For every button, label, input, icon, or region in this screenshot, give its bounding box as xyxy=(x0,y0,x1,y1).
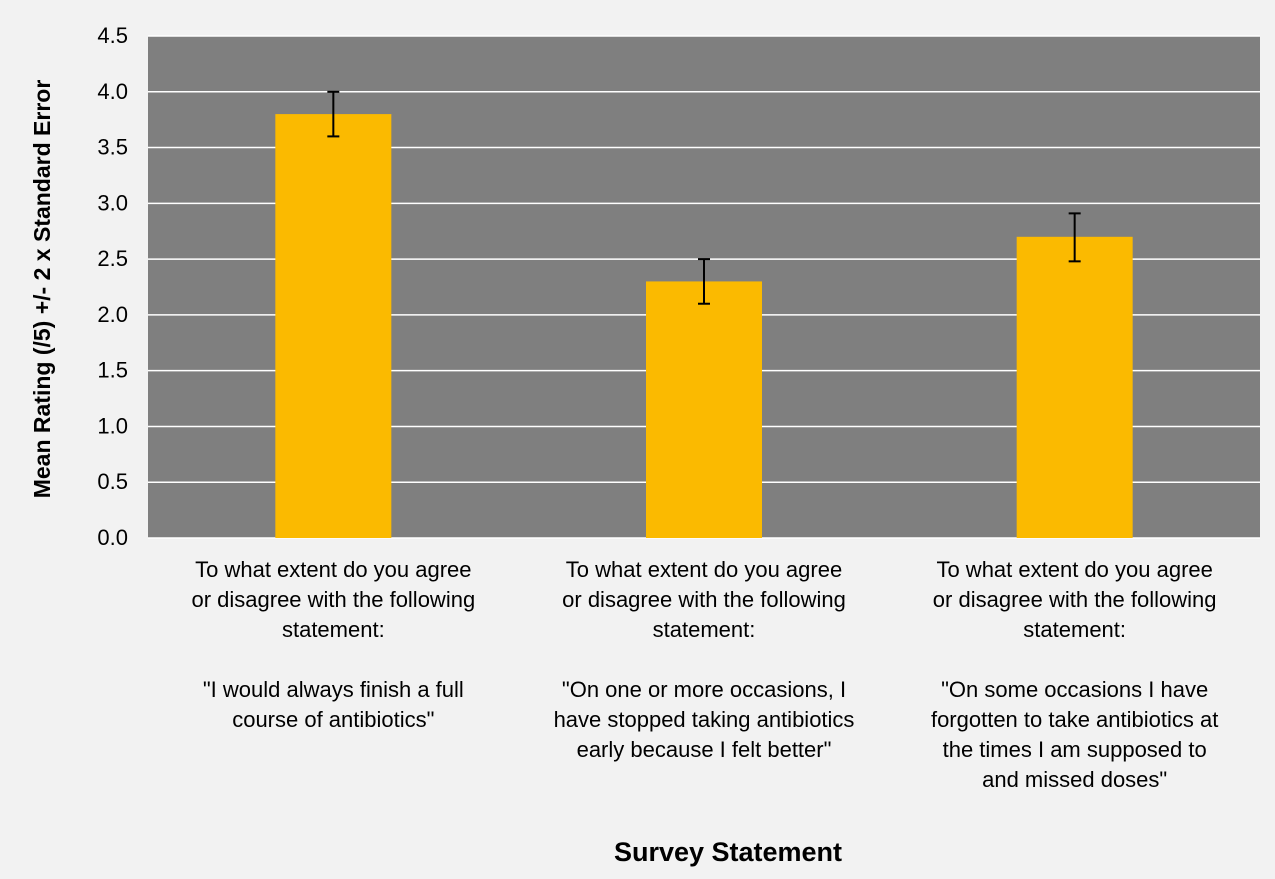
x-category-label-line xyxy=(701,647,707,672)
error-bar xyxy=(1068,212,1081,263)
y-tick-label: 4.5 xyxy=(97,23,128,48)
x-category-label: To what extent do you agree or disagree w… xyxy=(931,557,1218,792)
bar xyxy=(1016,236,1133,539)
y-tick-label: 0.0 xyxy=(97,525,128,550)
y-tick-label: 0.5 xyxy=(97,469,128,494)
x-category-label: To what extent do you agree or disagree w… xyxy=(554,557,855,762)
x-category-label-line: or disagree with the following xyxy=(562,587,846,612)
x-axis-category-labels: To what extent do you agree or disagree w… xyxy=(191,557,1218,792)
bar xyxy=(646,281,762,538)
y-tick-label: 4.0 xyxy=(97,79,128,104)
x-category-label-line: "On one or more occasions, I xyxy=(562,677,846,702)
y-tick-label: 2.0 xyxy=(97,302,128,327)
x-category-label-line xyxy=(330,647,336,672)
y-tick-label: 1.0 xyxy=(97,413,128,438)
x-category-label-line: forgotten to take antibiotics at xyxy=(931,707,1218,732)
x-category-label-line: and missed doses" xyxy=(982,767,1167,792)
x-category-label-line: the times I am supposed to xyxy=(943,737,1207,762)
x-category-label-line: course of antibiotics" xyxy=(232,707,434,732)
error-bar xyxy=(327,90,340,138)
x-category-label-line: To what extent do you agree xyxy=(195,557,471,582)
x-category-label-line: To what extent do you agree xyxy=(566,557,842,582)
x-category-label-line: To what extent do you agree xyxy=(936,557,1212,582)
x-category-label-line: "On some occasions I have xyxy=(941,677,1208,702)
x-category-label-line: or disagree with the following xyxy=(933,587,1217,612)
x-category-label-line: statement: xyxy=(1023,617,1126,642)
x-category-label-line: have stopped taking antibiotics xyxy=(554,707,855,732)
bar xyxy=(275,114,392,538)
y-axis-tick-labels: 0.0 0.5 1.0 1.5 2.0 2.5 3.0 3.5 4.0 4.5 xyxy=(97,23,128,550)
y-tick-label: 2.5 xyxy=(97,246,128,271)
x-category-label-line: statement: xyxy=(653,617,756,642)
y-tick-label: 3.5 xyxy=(97,135,128,160)
y-tick-label: 3.0 xyxy=(97,190,128,215)
x-category-label-line: statement: xyxy=(282,617,385,642)
error-bar xyxy=(698,258,710,305)
y-tick-label: 1.5 xyxy=(97,358,128,383)
y-axis-title: Mean Rating (/5) +/- 2 x Standard Error xyxy=(29,80,55,499)
x-category-label-line: early because I felt better" xyxy=(577,737,832,762)
bars xyxy=(275,114,1133,539)
x-category-label-line xyxy=(1072,647,1078,672)
x-category-label-line: or disagree with the following xyxy=(191,587,475,612)
x-axis-title: Survey Statement xyxy=(614,837,842,867)
error-bars xyxy=(327,90,1081,305)
x-category-label: To what extent do you agree or disagree w… xyxy=(191,557,475,732)
x-category-label-line: "I would always finish a full xyxy=(203,677,464,702)
